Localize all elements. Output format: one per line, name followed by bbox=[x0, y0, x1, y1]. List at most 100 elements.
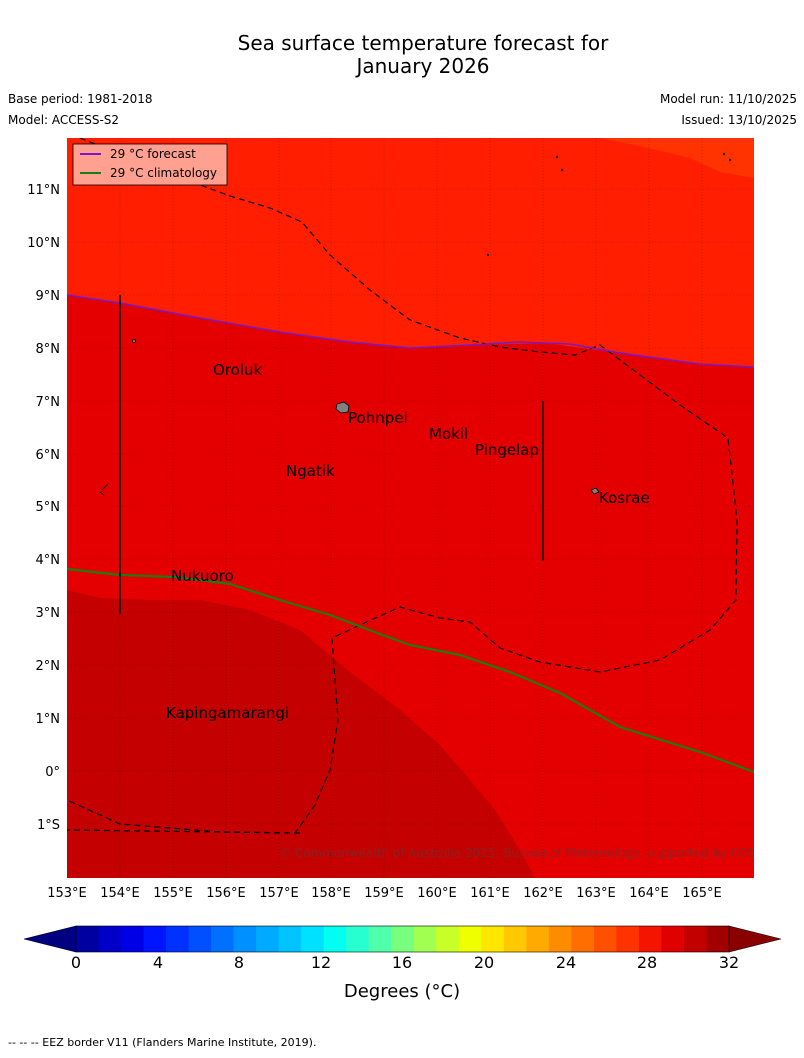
colorbar-segment bbox=[413, 926, 437, 952]
eez-borders bbox=[67, 138, 738, 834]
colorbar-segment bbox=[526, 926, 550, 952]
place-label-oroluk: Oroluk bbox=[213, 361, 262, 379]
islands bbox=[99, 152, 732, 496]
colorbar-tick: 24 bbox=[556, 953, 576, 972]
lon-tick: 162°E bbox=[523, 886, 563, 900]
lat-tick: 1°S bbox=[37, 818, 60, 833]
place-label-kosrae: Kosrae bbox=[599, 489, 650, 507]
colorbar-segment bbox=[571, 926, 595, 952]
lon-tick: 154°E bbox=[100, 886, 140, 900]
colorbar-segment bbox=[166, 926, 190, 952]
lat-tick: 0° bbox=[45, 765, 60, 780]
lat-tick: 11°N bbox=[27, 183, 60, 198]
colorbar-segment bbox=[458, 926, 482, 952]
sst-northern-region bbox=[67, 138, 754, 367]
colorbar-tick: 20 bbox=[474, 953, 494, 972]
colorbar: 0 4 8 12 16 20 24 28 32 Degrees (°C) bbox=[23, 925, 782, 1002]
colorbar-segment bbox=[638, 926, 662, 952]
lat-tick: 5°N bbox=[36, 500, 61, 515]
colorbar-tick: 8 bbox=[234, 953, 244, 972]
kosrae-island bbox=[590, 487, 600, 495]
colorbar-segment bbox=[211, 926, 235, 952]
sst-ne-corner-region bbox=[600, 138, 754, 178]
forecast-29c-line bbox=[67, 294, 754, 368]
small-island-ne-3 bbox=[722, 152, 726, 156]
colorbar-segment bbox=[503, 926, 527, 952]
lat-tick: 6°N bbox=[36, 448, 61, 463]
colorbar-segments bbox=[76, 926, 730, 952]
colorbar-segment bbox=[616, 926, 640, 952]
colorbar-segment bbox=[548, 926, 572, 952]
colorbar-segment bbox=[593, 926, 617, 952]
copyright-text: © Commonwealth of Australia 2025, Bureau… bbox=[279, 846, 784, 860]
lon-tick: 157°E bbox=[259, 886, 299, 900]
lat-tick: 7°N bbox=[36, 395, 61, 410]
lon-tick: 159°E bbox=[364, 886, 404, 900]
colorbar-segment bbox=[706, 926, 730, 952]
lon-tick: 155°E bbox=[153, 886, 193, 900]
lat-tick: 2°N bbox=[36, 659, 61, 674]
colorbar-tick-labels: 0 4 8 12 16 20 24 28 32 bbox=[71, 953, 739, 972]
colorbar-segment bbox=[368, 926, 392, 952]
eez-footnote: -- -- -- EEZ border V11 (Flanders Marine… bbox=[8, 1036, 317, 1049]
colorbar-segment bbox=[323, 926, 347, 952]
colorbar-segment bbox=[391, 926, 415, 952]
place-label-nukuoro: Nukuoro bbox=[171, 567, 234, 585]
colorbar-segment bbox=[76, 926, 100, 952]
colorbar-tick: 32 bbox=[719, 953, 739, 972]
colorbar-segment bbox=[301, 926, 325, 952]
colorbar-segment bbox=[661, 926, 685, 952]
lon-tick: 161°E bbox=[470, 886, 510, 900]
colorbar-under-arrow bbox=[23, 925, 77, 953]
small-island-ne-4 bbox=[728, 158, 732, 162]
lon-tick: 160°E bbox=[417, 886, 457, 900]
place-label-kapingamarangi: Kapingamarangi bbox=[166, 704, 289, 722]
lat-tick: 4°N bbox=[36, 553, 61, 568]
lon-tick: 153°E bbox=[47, 886, 87, 900]
colorbar-tick: 16 bbox=[392, 953, 412, 972]
lat-tick: 10°N bbox=[27, 236, 60, 251]
model-name: Model: ACCESS-S2 bbox=[8, 113, 120, 127]
lon-tick: 156°E bbox=[206, 886, 246, 900]
base-period: Base period: 1981-2018 bbox=[8, 92, 153, 106]
model-run: Model run: 11/10/2025 bbox=[659, 92, 797, 106]
chart-title: Sea surface temperature forecast for Jan… bbox=[0, 32, 804, 78]
place-label-mokil: Mokil bbox=[429, 425, 468, 443]
colorbar-tick: 4 bbox=[153, 953, 163, 972]
lat-tick: 1°N bbox=[36, 712, 61, 727]
climatology-29c-line bbox=[67, 567, 754, 774]
small-island-north bbox=[486, 253, 490, 257]
colorbar-segment bbox=[256, 926, 280, 952]
colorbar-segment bbox=[346, 926, 370, 952]
lon-tick: 164°E bbox=[629, 886, 669, 900]
sst-warm-region bbox=[67, 590, 535, 878]
legend-climatology-label: 29 °C climatology bbox=[110, 166, 217, 180]
colorbar-segment bbox=[683, 926, 707, 952]
colorbar-segment bbox=[188, 926, 212, 952]
colorbar-segment bbox=[121, 926, 145, 952]
colorbar-segment bbox=[143, 926, 167, 952]
small-atoll-west bbox=[99, 483, 109, 496]
colorbar-over-arrow bbox=[728, 925, 782, 953]
colorbar-segment bbox=[233, 926, 257, 952]
oroluk-atoll bbox=[132, 339, 136, 343]
map-legend: 29 °C forecast 29 °C climatology bbox=[72, 143, 228, 186]
place-label-pingelap: Pingelap bbox=[475, 441, 539, 459]
issued-date: Issued: 13/10/2025 bbox=[681, 113, 797, 127]
colorbar-tick: 28 bbox=[637, 953, 657, 972]
lat-tick-labels: 11°N 10°N 9°N 8°N 7°N 6°N 5°N 4°N 3°N 2°… bbox=[27, 183, 60, 833]
small-island-ne-2 bbox=[560, 168, 564, 172]
place-label-ngatik: Ngatik bbox=[286, 462, 335, 480]
lat-tick: 8°N bbox=[36, 342, 61, 357]
lon-tick: 163°E bbox=[576, 886, 616, 900]
title-line-2: January 2026 bbox=[356, 54, 490, 78]
small-island-ne-1 bbox=[555, 155, 559, 159]
map-area: Oroluk Pohnpei Mokil Pingelap Ngatik Kos… bbox=[67, 138, 784, 878]
lon-tick: 165°E bbox=[682, 886, 722, 900]
colorbar-segment bbox=[436, 926, 460, 952]
sst-map: Oroluk Pohnpei Mokil Pingelap Ngatik Kos… bbox=[27, 138, 784, 900]
pohnpei-island bbox=[335, 401, 350, 414]
lon-tick-labels: 153°E 154°E 155°E 156°E 157°E 158°E 159°… bbox=[47, 886, 722, 900]
lat-tick: 9°N bbox=[36, 289, 61, 304]
colorbar-tick: 12 bbox=[311, 953, 331, 972]
